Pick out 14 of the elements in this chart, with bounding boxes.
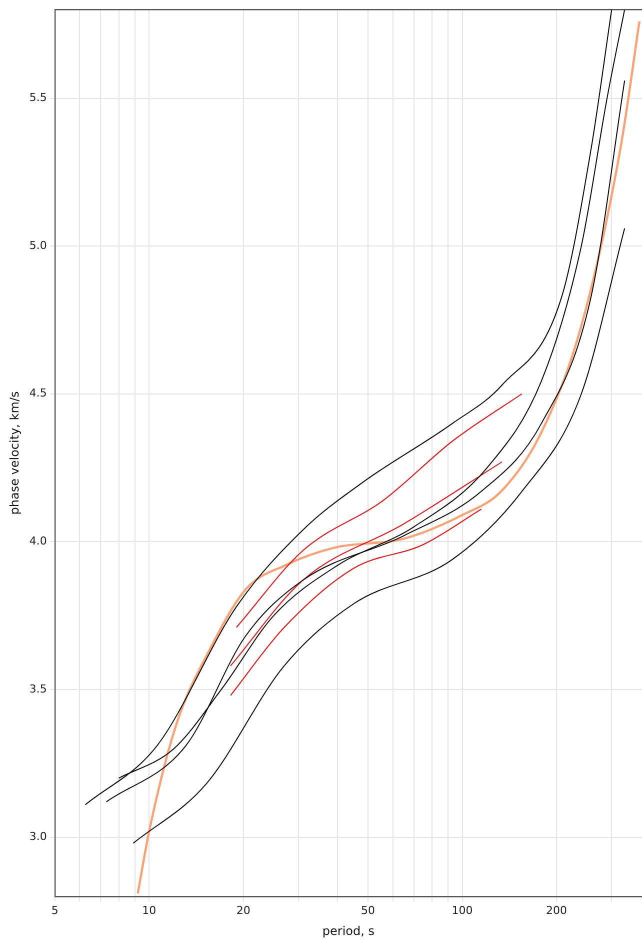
y-axis-title: phase velocity, km/s (7, 391, 22, 515)
x-tick-label: 200 (546, 904, 568, 917)
x-tick-label: 20 (236, 904, 250, 917)
y-tick-label: 3.0 (29, 830, 47, 844)
y-tick-label: 4.5 (29, 386, 47, 400)
y-tick-label: 5.0 (29, 238, 47, 252)
y-tick-label: 3.5 (29, 682, 47, 696)
y-tick-label: 5.5 (29, 91, 47, 104)
y-tick-label: 4.0 (29, 534, 47, 548)
x-tick-label: 5 (51, 904, 58, 917)
x-axis-title: period, s (322, 924, 374, 938)
x-tick-label: 10 (142, 904, 156, 917)
x-tick-label: 100 (452, 904, 473, 917)
x-tick-label: 50 (361, 904, 376, 917)
